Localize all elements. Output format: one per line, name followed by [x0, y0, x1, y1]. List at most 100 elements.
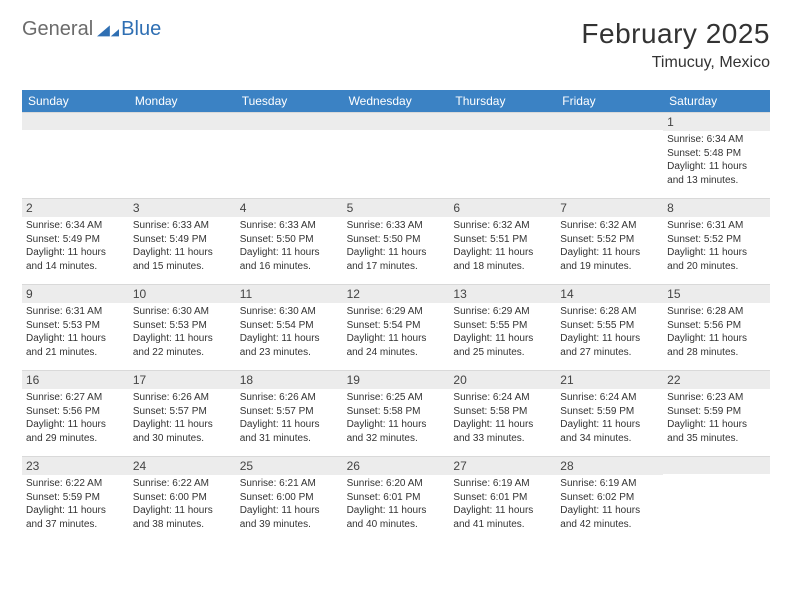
day-body: Sunrise: 6:33 AMSunset: 5:50 PMDaylight:… — [343, 217, 450, 277]
daylight-text: Daylight: 11 hours and 19 minutes. — [560, 246, 659, 273]
week-row: 16Sunrise: 6:27 AMSunset: 5:56 PMDayligh… — [22, 370, 770, 456]
daylight-text: Daylight: 11 hours and 25 minutes. — [453, 332, 552, 359]
sunset-text: Sunset: 5:50 PM — [347, 233, 446, 247]
day-number-empty — [236, 112, 343, 130]
day-body: Sunrise: 6:34 AMSunset: 5:49 PMDaylight:… — [22, 217, 129, 277]
day-cell: 18Sunrise: 6:26 AMSunset: 5:57 PMDayligh… — [236, 370, 343, 456]
day-number: 12 — [343, 284, 450, 303]
location-label: Timucuy, Mexico — [581, 54, 770, 72]
daylight-text: Daylight: 11 hours and 20 minutes. — [667, 246, 766, 273]
day-body: Sunrise: 6:32 AMSunset: 5:51 PMDaylight:… — [449, 217, 556, 277]
day-body: Sunrise: 6:24 AMSunset: 5:59 PMDaylight:… — [556, 389, 663, 449]
day-body: Sunrise: 6:24 AMSunset: 5:58 PMDaylight:… — [449, 389, 556, 449]
day-body: Sunrise: 6:33 AMSunset: 5:50 PMDaylight:… — [236, 217, 343, 277]
sunrise-text: Sunrise: 6:30 AM — [133, 305, 232, 319]
sunset-text: Sunset: 6:00 PM — [240, 491, 339, 505]
sunset-text: Sunset: 6:00 PM — [133, 491, 232, 505]
day-number: 22 — [663, 370, 770, 389]
day-cell: 26Sunrise: 6:20 AMSunset: 6:01 PMDayligh… — [343, 456, 450, 542]
day-body: Sunrise: 6:30 AMSunset: 5:54 PMDaylight:… — [236, 303, 343, 363]
day-cell: 4Sunrise: 6:33 AMSunset: 5:50 PMDaylight… — [236, 198, 343, 284]
day-number: 18 — [236, 370, 343, 389]
day-body: Sunrise: 6:20 AMSunset: 6:01 PMDaylight:… — [343, 475, 450, 535]
day-cell: 2Sunrise: 6:34 AMSunset: 5:49 PMDaylight… — [22, 198, 129, 284]
sunset-text: Sunset: 5:57 PM — [133, 405, 232, 419]
day-number-empty — [556, 112, 663, 130]
daylight-text: Daylight: 11 hours and 31 minutes. — [240, 418, 339, 445]
sunset-text: Sunset: 5:59 PM — [26, 491, 125, 505]
sunset-text: Sunset: 5:55 PM — [560, 319, 659, 333]
sunset-text: Sunset: 5:51 PM — [453, 233, 552, 247]
day-cell: 17Sunrise: 6:26 AMSunset: 5:57 PMDayligh… — [129, 370, 236, 456]
day-body: Sunrise: 6:23 AMSunset: 5:59 PMDaylight:… — [663, 389, 770, 449]
day-cell — [129, 112, 236, 198]
day-number: 9 — [22, 284, 129, 303]
sunset-text: Sunset: 5:57 PM — [240, 405, 339, 419]
sunrise-text: Sunrise: 6:20 AM — [347, 477, 446, 491]
day-cell: 22Sunrise: 6:23 AMSunset: 5:59 PMDayligh… — [663, 370, 770, 456]
weekday-sunday: Sunday — [22, 90, 129, 112]
weekday-header-row: Sunday Monday Tuesday Wednesday Thursday… — [22, 90, 770, 112]
daylight-text: Daylight: 11 hours and 41 minutes. — [453, 504, 552, 531]
sunset-text: Sunset: 5:53 PM — [26, 319, 125, 333]
day-number: 5 — [343, 198, 450, 217]
day-body: Sunrise: 6:29 AMSunset: 5:54 PMDaylight:… — [343, 303, 450, 363]
daylight-text: Daylight: 11 hours and 24 minutes. — [347, 332, 446, 359]
sunset-text: Sunset: 5:49 PM — [133, 233, 232, 247]
daylight-text: Daylight: 11 hours and 23 minutes. — [240, 332, 339, 359]
day-body: Sunrise: 6:32 AMSunset: 5:52 PMDaylight:… — [556, 217, 663, 277]
day-body: Sunrise: 6:31 AMSunset: 5:52 PMDaylight:… — [663, 217, 770, 277]
day-number: 13 — [449, 284, 556, 303]
week-row: 9Sunrise: 6:31 AMSunset: 5:53 PMDaylight… — [22, 284, 770, 370]
day-cell: 25Sunrise: 6:21 AMSunset: 6:00 PMDayligh… — [236, 456, 343, 542]
day-body: Sunrise: 6:26 AMSunset: 5:57 PMDaylight:… — [129, 389, 236, 449]
daylight-text: Daylight: 11 hours and 17 minutes. — [347, 246, 446, 273]
sunrise-text: Sunrise: 6:29 AM — [453, 305, 552, 319]
day-body: Sunrise: 6:31 AMSunset: 5:53 PMDaylight:… — [22, 303, 129, 363]
sunrise-text: Sunrise: 6:31 AM — [26, 305, 125, 319]
sunrise-text: Sunrise: 6:19 AM — [560, 477, 659, 491]
sunrise-text: Sunrise: 6:31 AM — [667, 219, 766, 233]
sunrise-text: Sunrise: 6:28 AM — [560, 305, 659, 319]
daylight-text: Daylight: 11 hours and 16 minutes. — [240, 246, 339, 273]
sunrise-text: Sunrise: 6:26 AM — [133, 391, 232, 405]
day-number-empty — [449, 112, 556, 130]
logo: General Blue — [22, 18, 161, 41]
weekday-thursday: Thursday — [449, 90, 556, 112]
sunset-text: Sunset: 6:02 PM — [560, 491, 659, 505]
day-number: 14 — [556, 284, 663, 303]
sunset-text: Sunset: 5:59 PM — [560, 405, 659, 419]
sunrise-text: Sunrise: 6:30 AM — [240, 305, 339, 319]
day-cell: 15Sunrise: 6:28 AMSunset: 5:56 PMDayligh… — [663, 284, 770, 370]
sunset-text: Sunset: 6:01 PM — [347, 491, 446, 505]
daylight-text: Daylight: 11 hours and 13 minutes. — [667, 160, 766, 187]
daylight-text: Daylight: 11 hours and 33 minutes. — [453, 418, 552, 445]
day-cell: 24Sunrise: 6:22 AMSunset: 6:00 PMDayligh… — [129, 456, 236, 542]
day-body: Sunrise: 6:22 AMSunset: 5:59 PMDaylight:… — [22, 475, 129, 535]
weekday-saturday: Saturday — [663, 90, 770, 112]
sunset-text: Sunset: 5:58 PM — [347, 405, 446, 419]
daylight-text: Daylight: 11 hours and 40 minutes. — [347, 504, 446, 531]
day-number-empty — [129, 112, 236, 130]
day-body: Sunrise: 6:19 AMSunset: 6:01 PMDaylight:… — [449, 475, 556, 535]
day-number: 3 — [129, 198, 236, 217]
weekday-friday: Friday — [556, 90, 663, 112]
day-cell: 9Sunrise: 6:31 AMSunset: 5:53 PMDaylight… — [22, 284, 129, 370]
day-cell — [449, 112, 556, 198]
weekday-wednesday: Wednesday — [343, 90, 450, 112]
day-cell — [22, 112, 129, 198]
day-cell: 27Sunrise: 6:19 AMSunset: 6:01 PMDayligh… — [449, 456, 556, 542]
day-number: 24 — [129, 456, 236, 475]
title-block: February 2025 Timucuy, Mexico — [581, 18, 770, 72]
day-body: Sunrise: 6:26 AMSunset: 5:57 PMDaylight:… — [236, 389, 343, 449]
page-header: General Blue February 2025 Timucuy, Mexi… — [22, 18, 770, 72]
day-cell: 19Sunrise: 6:25 AMSunset: 5:58 PMDayligh… — [343, 370, 450, 456]
daylight-text: Daylight: 11 hours and 29 minutes. — [26, 418, 125, 445]
sunset-text: Sunset: 5:56 PM — [667, 319, 766, 333]
daylight-text: Daylight: 11 hours and 30 minutes. — [133, 418, 232, 445]
day-cell — [556, 112, 663, 198]
daylight-text: Daylight: 11 hours and 34 minutes. — [560, 418, 659, 445]
sunrise-text: Sunrise: 6:34 AM — [26, 219, 125, 233]
logo-mark-icon — [97, 21, 119, 39]
sunrise-text: Sunrise: 6:24 AM — [560, 391, 659, 405]
